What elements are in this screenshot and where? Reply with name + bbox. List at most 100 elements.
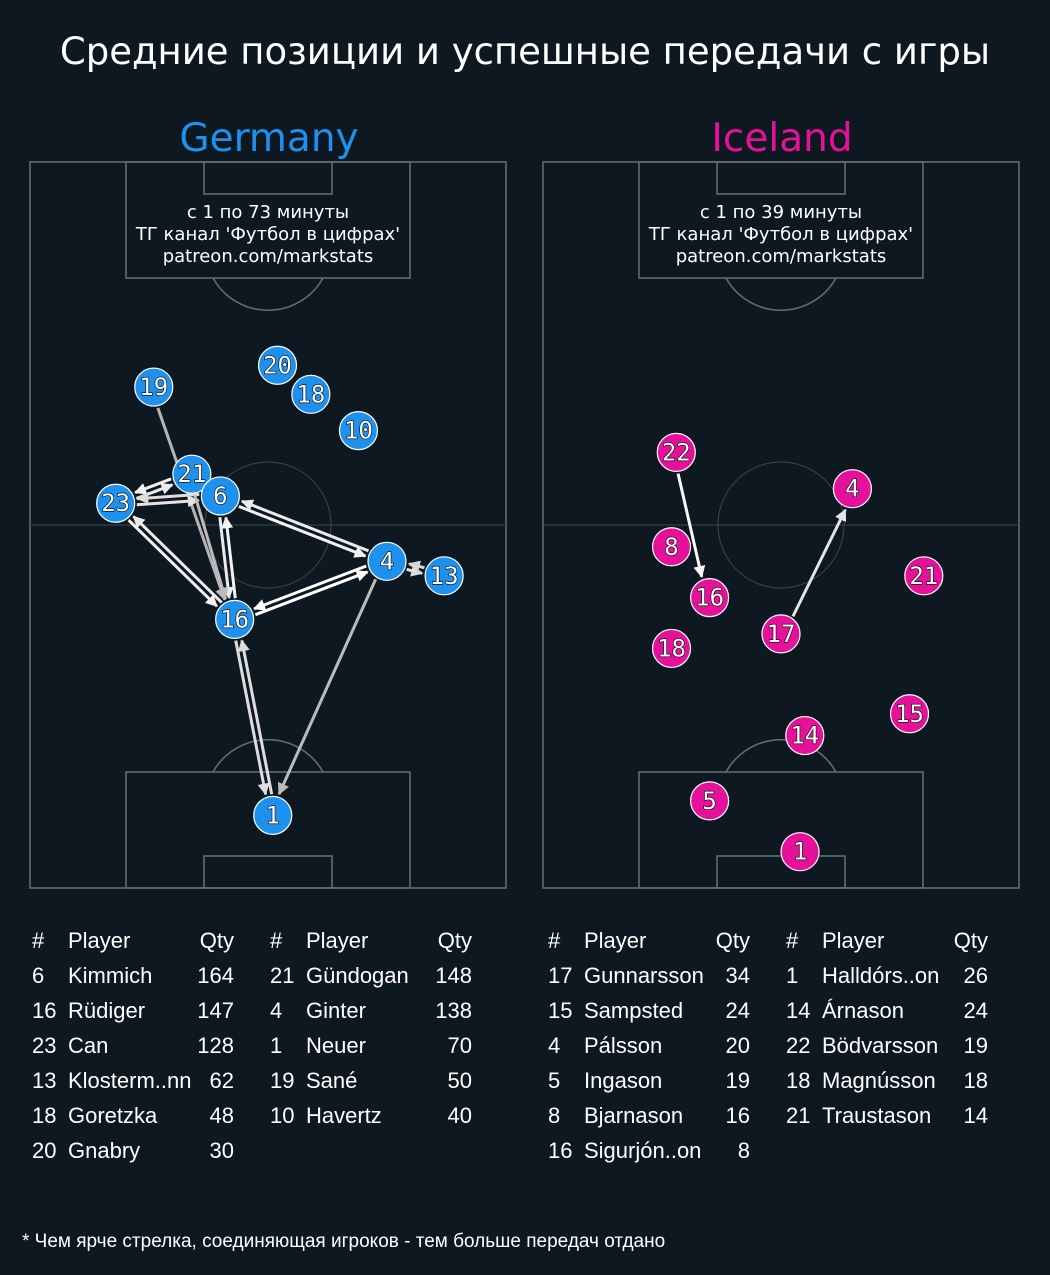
- roster-cell-qty: 148: [435, 963, 472, 988]
- team-title-germany: Germany: [179, 116, 359, 161]
- player-marker-21: [172, 454, 212, 494]
- roster-cell-name: Havertz: [306, 1103, 382, 1128]
- roster-cell-num: 17: [548, 963, 573, 988]
- roster-header-name: Player: [822, 928, 885, 953]
- player-number-21: 21: [909, 562, 938, 590]
- roster-cell-qty: 138: [435, 998, 472, 1023]
- roster-cell-qty: 48: [209, 1103, 234, 1128]
- roster-header: # Player Qty: [548, 928, 750, 963]
- roster-row: 6 Kimmich 164: [32, 963, 234, 998]
- roster-header: # Player Qty: [270, 928, 472, 963]
- roster-row: 20 Gnabry 30: [32, 1138, 234, 1173]
- penalty-box-bottom: [638, 771, 924, 889]
- pass-arrow-23-to-6: [136, 495, 200, 508]
- roster-header-name: Player: [68, 928, 131, 953]
- roster-iceland-col1: # Player Qty 17 Gunnarsson 34 15 Sampsted 24 4 Pál…: [548, 928, 750, 1173]
- roster-cell-name: Gnabry: [68, 1138, 141, 1163]
- roster-cell-name: Rüdiger: [68, 998, 146, 1023]
- player-marker-18: [291, 374, 331, 414]
- roster-cell-num: 23: [32, 1033, 57, 1058]
- roster-cell-num: 16: [32, 998, 57, 1023]
- player-number-22: 22: [662, 438, 691, 466]
- roster-cell-num: 10: [270, 1103, 295, 1128]
- pass-arrow-1-to-16: [237, 639, 274, 795]
- player-number-14: 14: [790, 722, 819, 750]
- player-marker-18: [651, 628, 692, 669]
- roster-cell-qty: 18: [963, 1068, 988, 1093]
- pass-arrow-4-to-13: [406, 564, 424, 577]
- roster-header-qty: Qty: [437, 928, 472, 953]
- pass-arrow-16-to-6: [221, 516, 237, 599]
- page-title: Средние позиции и успешные передачи с иг…: [59, 30, 991, 73]
- roster-row: 18 Goretzka 48: [32, 1103, 234, 1138]
- roster-cell-name: Traustason: [822, 1103, 932, 1128]
- pass-arrow-23-to-16: [127, 518, 218, 608]
- roster-cell-qty: 40: [447, 1103, 472, 1128]
- roster-row: 16 Rüdiger 147: [32, 998, 234, 1033]
- player-number-15: 15: [895, 700, 924, 728]
- roster-cell-qty: 8: [737, 1138, 750, 1163]
- roster-cell-name: Árnason: [822, 998, 904, 1023]
- roster-header-qty: Qty: [715, 928, 750, 953]
- pass-arrow-13-to-4: [407, 560, 425, 573]
- roster-row: 13 Klosterm..nn 62: [32, 1068, 234, 1103]
- player-marker-17: [761, 614, 801, 654]
- roster-row: 10 Havertz 40: [270, 1103, 472, 1138]
- roster-header-num: #: [32, 928, 45, 953]
- roster-row: 23 Can 128: [32, 1033, 234, 1068]
- goal-box-bottom: [203, 855, 333, 889]
- roster-cell-num: 8: [548, 1103, 561, 1128]
- roster-row: 8 Bjarnason 16: [548, 1103, 750, 1138]
- roster-cell-name: Gündogan: [306, 963, 409, 988]
- info-line: с 1 по 39 минуты: [700, 202, 862, 223]
- roster-cell-num: 18: [32, 1103, 57, 1128]
- roster-cell-name: Sigurjón..on: [584, 1138, 702, 1163]
- pass-arrow-4-to-6: [240, 499, 370, 553]
- roster-cell-num: 5: [548, 1068, 561, 1093]
- player-number-10: 10: [344, 417, 373, 445]
- roster-cell-name: Pálsson: [584, 1033, 663, 1058]
- pass-arrow-21-to-23: [134, 477, 172, 495]
- player-marker-4: [367, 541, 407, 581]
- footnote: * Чем ярче стрелка, соединяющая игроков …: [22, 1231, 666, 1252]
- roster-row: 16 Sigurjón..on 8: [548, 1138, 750, 1173]
- pass-arrow-6-to-23: [136, 491, 200, 504]
- roster-germany-col1: # Player Qty 6 Kimmich 164 16 Rüdiger 147 23 Can 12…: [32, 928, 234, 1173]
- roster-cell-qty: 19: [725, 1068, 750, 1093]
- player-marker-10: [338, 411, 379, 451]
- pass-arrow-6-to-4: [238, 505, 367, 558]
- info-line: ТГ канал 'Футбол в цифрах': [648, 224, 913, 245]
- roster-cell-num: 6: [32, 963, 45, 988]
- team-title-iceland: Iceland: [711, 116, 853, 161]
- player-marker-23: [96, 483, 136, 523]
- roster-cell-name: Sané: [306, 1068, 358, 1093]
- penalty-arc-bottom: [725, 739, 837, 773]
- player-marker-21: [904, 556, 944, 596]
- player-number-1: 1: [793, 838, 807, 866]
- info-line: с 1 по 73 минуты: [187, 202, 349, 223]
- roster-cell-qty: 164: [197, 963, 234, 988]
- pass-arrow-6-to-16: [218, 516, 234, 600]
- player-number-16: 16: [695, 584, 724, 612]
- roster-header-num: #: [270, 928, 283, 953]
- roster-cell-name: Kimmich: [68, 963, 153, 988]
- player-number-4: 4: [380, 547, 394, 575]
- roster-cell-name: Sampsted: [584, 998, 684, 1023]
- roster-cell-name: Bödvarsson: [822, 1033, 939, 1058]
- roster-cell-num: 20: [32, 1138, 57, 1163]
- pass-arrow-16-to-1: [234, 640, 270, 796]
- roster-cell-qty: 128: [197, 1033, 234, 1058]
- roster-cell-num: 1: [270, 1033, 283, 1058]
- roster-row: 14 Árnason 24: [786, 998, 988, 1033]
- player-number-1: 1: [266, 801, 280, 829]
- roster-cell-name: Bjarnason: [584, 1103, 684, 1128]
- roster-cell-qty: 147: [197, 998, 234, 1023]
- info-line: patreon.com/markstats: [676, 246, 887, 267]
- roster-row: 4 Pálsson 20: [548, 1033, 750, 1068]
- roster-cell-qty: 16: [725, 1103, 750, 1128]
- roster-header-num: #: [548, 928, 561, 953]
- roster-header-name: Player: [306, 928, 369, 953]
- player-number-8: 8: [664, 533, 678, 561]
